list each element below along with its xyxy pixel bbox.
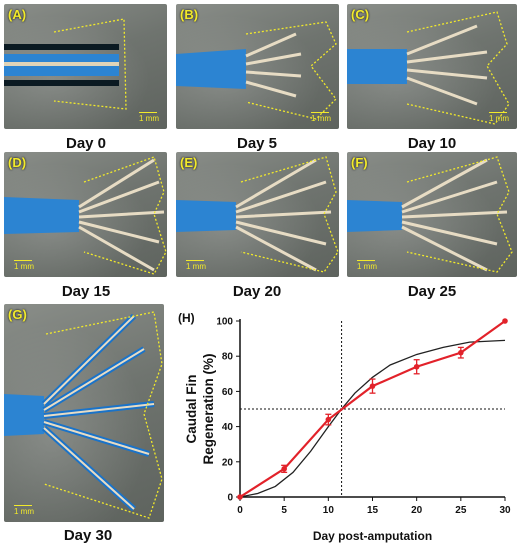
fin-illustration — [176, 156, 339, 273]
scale-bar: 1 mm — [311, 112, 331, 123]
y-tick-label: 80 — [222, 352, 234, 363]
fin-photo-day25: (F) 1 mm — [347, 152, 517, 277]
scale-bar: 1 mm — [186, 260, 206, 271]
y-tick-label: 60 — [222, 387, 234, 398]
x-axis-label: Day post-amputation — [313, 529, 432, 543]
caption-day5: Day 5 — [236, 135, 278, 152]
scale-bar: 1 mm — [489, 112, 509, 123]
y-tick-label: 0 — [227, 493, 233, 504]
fin-illustration — [176, 21, 337, 120]
panel-label: (C) — [351, 7, 370, 22]
fin-photo-day0: (A) 1 mm — [4, 4, 167, 129]
fin-photo-day15: (D) 1 mm — [4, 152, 167, 277]
fin-illustration — [4, 311, 163, 519]
y-tick-label: 40 — [222, 422, 234, 433]
fin-photo-day30: (G) 1 mm — [4, 304, 164, 522]
data-point — [369, 383, 376, 389]
x-tick-label: 30 — [499, 505, 511, 516]
data-point — [458, 349, 464, 356]
panel-label: (E) — [180, 155, 198, 170]
caption-day15: Day 15 — [61, 283, 111, 300]
panel-label: (F) — [351, 155, 368, 170]
fin-photo-day20: (E) 1 mm — [176, 152, 339, 277]
scale-bar: 1 mm — [14, 260, 34, 271]
x-tick-label: 25 — [455, 505, 467, 516]
x-tick-label: 5 — [281, 505, 287, 516]
scale-bar: 1 mm — [357, 260, 377, 271]
x-tick-label: 10 — [323, 505, 335, 516]
fin-illustration — [4, 18, 127, 110]
fin-photo-day5: (B) 1 mm — [176, 4, 339, 129]
x-tick-label: 0 — [237, 505, 243, 516]
fin-illustration — [347, 11, 510, 125]
panel-label: (B) — [180, 7, 199, 22]
data-point — [281, 466, 287, 472]
data-point — [413, 363, 420, 370]
x-tick-label: 15 — [367, 505, 379, 516]
regeneration-chart: (H) 0 20 40 60 80 100 0 5 10 15 20 25 30 Day post-ampu… — [178, 311, 511, 543]
y-axis-label: Caudal Fin Regeneration (%) — [184, 353, 216, 464]
fin-illustration — [4, 156, 167, 275]
panel-label: (G) — [8, 307, 27, 322]
y-tick-label: 100 — [216, 317, 233, 328]
data-point — [502, 318, 508, 324]
scale-bar: 1 mm — [139, 112, 159, 123]
fit-curve — [239, 339, 506, 498]
caption-day25: Day 25 — [407, 283, 457, 300]
x-tick-label: 20 — [411, 505, 423, 516]
fin-photo-day10: (C) 1 mm — [347, 4, 517, 129]
caption-day0: Day 0 — [65, 135, 107, 152]
caption-day20: Day 20 — [232, 283, 282, 300]
caption-day10: Day 10 — [407, 135, 457, 152]
caption-day30: Day 30 — [63, 527, 113, 544]
panel-label: (D) — [8, 155, 27, 170]
data-point — [325, 416, 332, 423]
chart-panel-label: (H) — [178, 311, 195, 325]
scale-bar: 1 mm — [14, 505, 34, 516]
fin-illustration — [347, 156, 513, 273]
y-tick-label: 20 — [222, 457, 234, 468]
data-point — [237, 494, 243, 500]
panel-label: (A) — [8, 7, 27, 22]
